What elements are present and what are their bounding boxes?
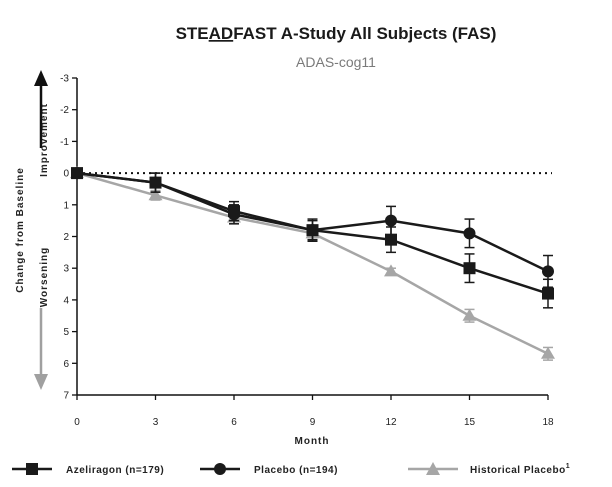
legend-item-historical-placebo: Historical Placebo1 — [408, 462, 570, 476]
improvement-arrow — [34, 70, 48, 148]
y-tick-label: 7 — [63, 391, 69, 402]
data-point — [71, 167, 83, 180]
y-tick-label: -1 — [60, 137, 69, 148]
y-tick-label: 1 — [63, 200, 69, 211]
data-point — [462, 308, 477, 321]
x-tick-label: 0 — [74, 417, 80, 428]
data-point — [542, 265, 554, 278]
chart-subtitle: ADAS-cog11 — [296, 54, 376, 70]
legend-triangle-marker — [426, 462, 440, 475]
x-tick-label: 12 — [385, 417, 397, 428]
legend-square-marker — [26, 463, 38, 475]
x-tick-label: 15 — [464, 417, 476, 428]
y-tick-label: -3 — [60, 74, 69, 85]
legend: Azeliragon (n=179) Placebo (n=194) Histo… — [12, 462, 570, 476]
data-point — [148, 188, 163, 201]
series-circle — [71, 167, 554, 288]
data-point — [385, 214, 397, 227]
legend-label-historical-placebo: Historical Placebo1 — [470, 463, 570, 476]
series-line — [76, 171, 549, 355]
x-axis-label: Month — [295, 436, 330, 447]
legend-label-historical-placebo-text: Historical Placebo — [470, 465, 566, 476]
data-point — [306, 224, 319, 237]
y-tick-label: -2 — [60, 105, 69, 116]
series-triangle — [70, 166, 555, 361]
data-point — [228, 208, 240, 221]
worsening-arrow — [34, 308, 48, 390]
data-point — [385, 233, 397, 246]
data-point — [463, 262, 476, 275]
x-tick-label: 6 — [231, 417, 237, 428]
data-point — [149, 176, 162, 189]
y-tick-label: 6 — [63, 359, 69, 370]
chart-title: STEADFAST A-Study All Subjects (FAS) — [176, 24, 497, 43]
chart-title-part-2: AD — [209, 24, 234, 43]
legend-item-azeliragon: Azeliragon (n=179) — [12, 463, 164, 476]
data-point — [541, 346, 555, 359]
legend-label-placebo: Placebo (n=194) — [254, 465, 338, 476]
y-tick-label: 3 — [63, 264, 69, 275]
y-tick-label: 5 — [63, 327, 69, 338]
x-tick-label: 9 — [310, 417, 316, 428]
legend-circle-marker — [214, 463, 226, 475]
legend-superscript: 1 — [566, 463, 570, 470]
legend-label-azeliragon: Azeliragon (n=179) — [66, 465, 164, 476]
legend-item-placebo: Placebo (n=194) — [200, 463, 338, 476]
y-tick-label: 0 — [63, 169, 69, 180]
x-tick-label: 18 — [542, 417, 554, 428]
y-axis-label-worsening: Worsening — [39, 247, 50, 307]
data-point — [384, 264, 398, 277]
chart-title-part-3: FAST A-Study All Subjects (FAS) — [233, 24, 496, 43]
chart-title-part-1: STE — [176, 24, 209, 43]
y-axis-label-improvement: Improvement — [39, 103, 50, 177]
data-point — [463, 227, 476, 240]
data-point — [542, 287, 554, 300]
x-tick-label: 3 — [153, 417, 159, 428]
y-tick-label: 2 — [63, 232, 69, 243]
y-tick-label: 4 — [63, 295, 69, 306]
y-axis-label: Change from Baseline — [15, 167, 26, 293]
